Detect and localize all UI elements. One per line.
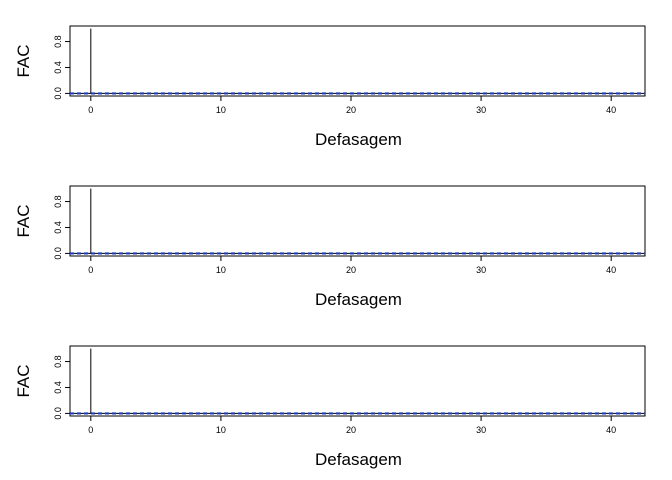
x-tick-label: 10 [216,105,226,115]
y-axis-title: FAC [14,44,33,77]
y-tick-label: 0.4 [53,381,63,394]
y-tick-label: 0.4 [53,221,63,234]
y-tick-label: 0.8 [53,195,63,208]
y-tick-label: 0.4 [53,61,63,74]
x-tick-label: 20 [346,105,356,115]
plot-frame [69,25,646,97]
x-tick-label: 40 [606,425,616,435]
y-tick-label: 0.8 [53,35,63,48]
x-axis-title: Defasagem [315,130,402,149]
x-tick-label: 30 [476,265,486,275]
plot-frame [69,345,646,417]
y-tick-label: 0.8 [53,355,63,368]
acf-panel-3: 0 10 20 30 40 0.0 0.4 0.8 Defasagem FAC [14,345,646,469]
y-axis-title: FAC [14,364,33,397]
x-tick-label: 30 [476,105,486,115]
x-axis-title: Defasagem [315,450,402,469]
y-tick-label: 0.0 [53,87,63,100]
x-tick-label: 0 [88,425,93,435]
acf-panel-1: 0 10 20 30 40 0.0 0.4 0.8 Defasagem FAC [14,25,646,149]
acf-panel-2: 0 10 20 30 40 0.0 0.4 0.8 Defasagem FAC [14,185,646,309]
y-tick-label: 0.0 [53,407,63,420]
x-axis-title: Defasagem [315,290,402,309]
x-tick-label: 0 [88,265,93,275]
x-tick-label: 20 [346,425,356,435]
x-tick-label: 10 [216,265,226,275]
plot-frame [69,185,646,257]
x-tick-label: 30 [476,425,486,435]
y-tick-label: 0.0 [53,247,63,260]
x-tick-label: 40 [606,265,616,275]
y-axis-title: FAC [14,204,33,237]
x-tick-label: 10 [216,425,226,435]
x-tick-label: 20 [346,265,356,275]
x-tick-label: 40 [606,105,616,115]
x-tick-label: 0 [88,105,93,115]
